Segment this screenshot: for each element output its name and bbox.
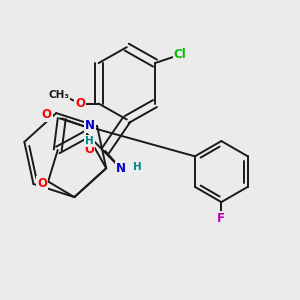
- Text: N: N: [116, 162, 126, 175]
- Text: N: N: [85, 119, 94, 132]
- Text: H: H: [133, 162, 142, 172]
- Text: O: O: [42, 108, 52, 121]
- Text: Cl: Cl: [173, 48, 186, 61]
- Text: F: F: [217, 212, 225, 225]
- Text: O: O: [84, 143, 94, 156]
- Text: CH₃: CH₃: [48, 90, 69, 100]
- Text: O: O: [75, 97, 85, 110]
- Text: H: H: [85, 136, 94, 146]
- Text: O: O: [37, 177, 47, 190]
